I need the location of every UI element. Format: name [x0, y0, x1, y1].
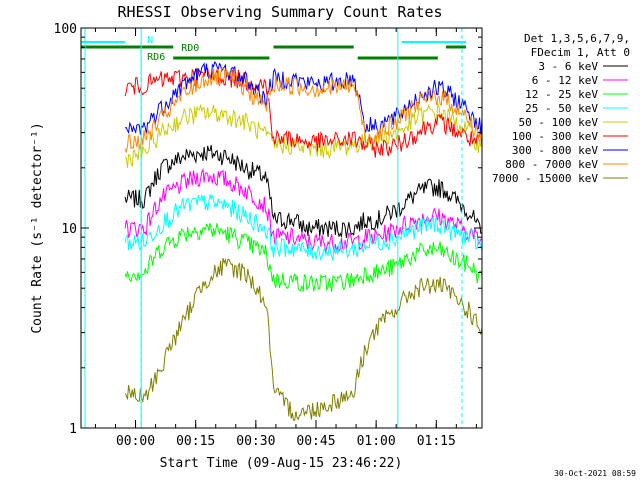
legend-label-4: 50 - 100 keV — [519, 116, 599, 129]
flag-label-0: N — [147, 35, 153, 46]
series-line-6 — [124, 60, 482, 135]
flag-label-1: RD6 — [147, 52, 165, 63]
series-line-2 — [124, 223, 482, 293]
series-line-1 — [124, 167, 482, 255]
timestamp: 30-Oct-2021 08:59 — [554, 469, 636, 478]
legend-header-0: Det 1,3,5,6,7,9, — [524, 32, 630, 45]
x-tick-label-3: 00:45 — [296, 434, 335, 449]
y-tick-label-1: 10 — [61, 222, 77, 237]
y-axis-label: Count Rate (s⁻¹ detector⁻¹) — [30, 122, 45, 333]
x-tick-label-4: 01:00 — [357, 434, 396, 449]
series-line-7 — [124, 67, 482, 153]
legend-label-2: 12 - 25 keV — [525, 88, 598, 101]
x-tick-label-2: 00:30 — [236, 434, 275, 449]
x-axis-label: Start Time (09-Aug-15 23:46:22) — [160, 456, 403, 471]
chart-title: RHESSI Observing Summary Count Rates — [117, 3, 442, 21]
series-line-8 — [124, 257, 482, 421]
legend-header-1: FDecim 1, Att 0 — [531, 46, 630, 59]
x-tick-label-1: 00:15 — [176, 434, 215, 449]
series-line-3 — [124, 194, 482, 262]
flag-label-2: RD0 — [181, 43, 199, 54]
legend-label-7: 800 - 7000 keV — [505, 158, 598, 171]
legend-label-8: 7000 - 15000 keV — [492, 172, 598, 185]
series-line-0 — [124, 144, 482, 248]
legend-label-5: 100 - 300 keV — [512, 130, 598, 143]
legend-label-1: 6 - 12 keV — [532, 74, 599, 87]
y-tick-label-2: 100 — [54, 22, 77, 37]
legend-label-0: 3 - 6 keV — [538, 60, 598, 73]
legend-label-3: 25 - 50 keV — [525, 102, 598, 115]
series-line-5 — [124, 67, 482, 158]
legend-label-6: 300 - 800 keV — [512, 144, 598, 157]
x-tick-label-5: 01:15 — [417, 434, 456, 449]
x-tick-label-0: 00:00 — [116, 434, 155, 449]
y-tick-label-0: 1 — [69, 422, 77, 437]
